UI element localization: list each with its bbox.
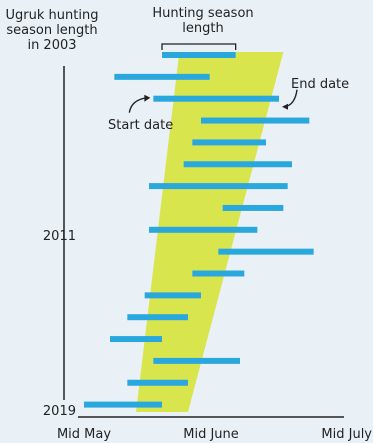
bar-2009 — [149, 183, 288, 190]
end-date-arrow — [284, 89, 298, 108]
x-tick-label-mid-may: Mid May — [56, 427, 112, 442]
bar-2013 — [192, 270, 245, 277]
bar-2012 — [218, 248, 314, 255]
bar-2011 — [149, 226, 258, 233]
start-date-arrowhead — [144, 94, 151, 102]
bracket-label-line: Hunting season — [152, 6, 254, 21]
x-tick-label-mid-july: Mid July — [321, 427, 372, 442]
bar-2005 — [153, 95, 279, 102]
bar-2004 — [114, 73, 210, 80]
bracket-label: Hunting season length — [140, 6, 266, 36]
y-axis-title-line: season length — [6, 23, 98, 38]
x-tick-label-mid-june: Mid June — [183, 427, 239, 442]
y-axis-title-line: in 2003 — [27, 38, 77, 53]
y-tick-label-2019: 2019 — [42, 404, 76, 419]
bar-2010 — [222, 204, 284, 211]
bar-2007 — [192, 139, 266, 146]
bar-2019 — [84, 401, 162, 408]
bracket-label-line: length — [182, 21, 224, 36]
bar-2014 — [144, 292, 201, 299]
end-date-annotation: End date — [291, 77, 350, 92]
bar-2018 — [127, 379, 188, 386]
bar-2006 — [201, 117, 310, 124]
bar-2016 — [110, 336, 162, 343]
bar-2017 — [153, 357, 240, 364]
season-bracket — [161, 43, 237, 50]
end-date-arrowhead — [282, 103, 288, 110]
y-axis-title-line: Ugruk hunting — [5, 8, 99, 23]
bar-2003 — [162, 52, 236, 58]
bar-2008 — [183, 161, 292, 168]
start-date-annotation: Start date — [108, 118, 174, 133]
y-axis-title: Ugruk hunting season length in 2003 — [2, 8, 102, 53]
y-tick-label-2011: 2011 — [42, 229, 76, 244]
bar-2015 — [127, 314, 188, 321]
